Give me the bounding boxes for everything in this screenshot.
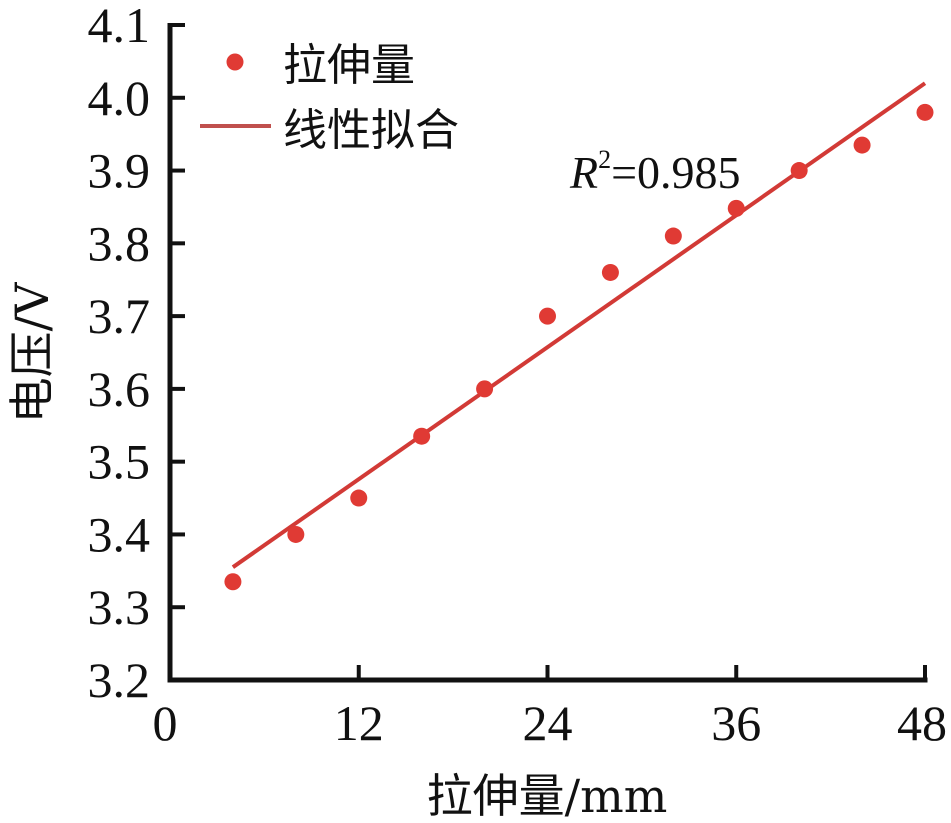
y-tick-label: 3.9 (88, 143, 151, 199)
data-point (664, 227, 682, 245)
x-tick-label: 0 (153, 695, 178, 751)
data-point (601, 263, 619, 281)
x-axis-title: 拉伸量/mm (427, 769, 668, 823)
data-point (727, 199, 745, 217)
data-point (539, 307, 556, 325)
data-point (350, 489, 368, 507)
data-point (287, 525, 305, 543)
data-point (916, 103, 934, 121)
y-tick-label: 3.8 (88, 215, 151, 271)
data-point (413, 427, 431, 445)
y-tick-label: 4.0 (88, 70, 151, 126)
x-tick-label: 24 (523, 695, 573, 751)
axes (167, 23, 928, 683)
y-tick-label: 3.7 (88, 288, 151, 344)
y-tick-label: 3.2 (88, 652, 151, 708)
data-point (224, 573, 242, 591)
fit-line (231, 81, 927, 569)
legend-label-fit: 线性拟合 (283, 105, 459, 156)
x-tick-label: 36 (711, 695, 761, 751)
y-tick-label: 4.1 (88, 0, 151, 53)
x-tick-label: 12 (334, 695, 384, 751)
y-axis-title: 电压/V (5, 282, 59, 423)
legend-label-scatter: 拉伸量 (283, 40, 415, 91)
data-point (853, 136, 871, 154)
y-tick-label: 3.4 (88, 506, 151, 562)
data-point (476, 380, 494, 398)
legend-dot-marker (226, 53, 244, 71)
plot-area (224, 81, 934, 591)
y-tick-label: 3.6 (88, 361, 151, 417)
legend: 拉伸量 线性拟合 (200, 40, 459, 156)
tick-labels: 3.2 3.3 3.4 3.5 3.6 3.7 3.8 3.9 4.0 4.1 0 12 24 36 48 (88, 0, 948, 751)
x-tick-label: 48 (897, 695, 947, 751)
y-tick-label: 3.5 (88, 434, 151, 490)
data-point (790, 162, 808, 180)
y-tick-label: 3.3 (88, 579, 151, 635)
r-squared-annotation: R2=0.985 (569, 145, 741, 198)
